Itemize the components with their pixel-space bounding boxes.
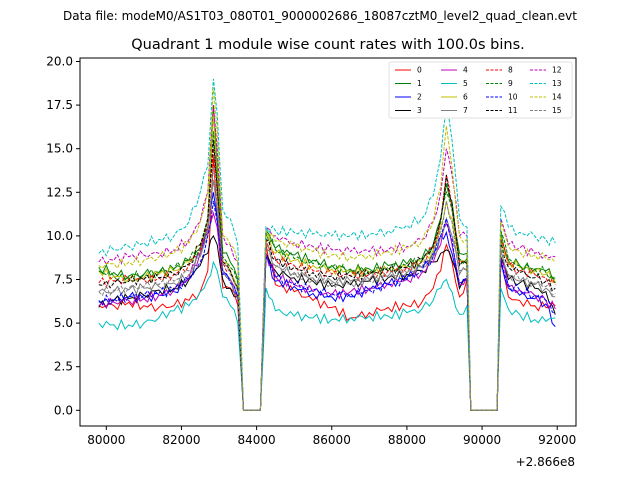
x-offset-label: +2.866e8 bbox=[516, 455, 575, 469]
y-tick-label: 0.0 bbox=[54, 403, 73, 417]
x-tick-label: 92000 bbox=[538, 433, 576, 447]
series-lines bbox=[98, 78, 556, 411]
legend-label-13: 13 bbox=[552, 79, 562, 88]
legend-label-3: 3 bbox=[417, 106, 422, 115]
legend-label-15: 15 bbox=[552, 106, 562, 115]
legend-label-1: 1 bbox=[417, 79, 422, 88]
plot-frame bbox=[79, 57, 577, 427]
y-tick-label: 5.0 bbox=[54, 316, 73, 330]
legend-label-6: 6 bbox=[463, 93, 468, 102]
y-tick-label: 17.5 bbox=[46, 98, 73, 112]
x-axis: 80000 82000 84000 86000 88000 90000 92000 bbox=[87, 426, 576, 447]
y-tick-label: 2.5 bbox=[54, 360, 73, 374]
legend-label-12: 12 bbox=[552, 66, 562, 75]
legend-label-7: 7 bbox=[463, 106, 468, 115]
legend-label-5: 5 bbox=[463, 79, 468, 88]
y-tick-label: 15.0 bbox=[46, 142, 73, 156]
legend-label-2: 2 bbox=[417, 93, 422, 102]
y-tick-label: 12.5 bbox=[46, 185, 73, 199]
chart-title: Quadrant 1 module wise count rates with … bbox=[131, 37, 525, 53]
legend-frame bbox=[388, 61, 573, 119]
y-tick-label: 20.0 bbox=[46, 54, 73, 68]
legend-label-14: 14 bbox=[552, 93, 562, 102]
x-tick-label: 86000 bbox=[313, 433, 351, 447]
legend-label-10: 10 bbox=[508, 93, 518, 102]
x-tick-label: 80000 bbox=[87, 433, 125, 447]
plot-area bbox=[80, 58, 576, 426]
legend-label-0: 0 bbox=[417, 66, 422, 75]
x-tick-label: 88000 bbox=[388, 433, 426, 447]
supertitle: Data file: modeM0/AS1T03_080T01_90000026… bbox=[63, 9, 577, 23]
y-tick-label: 10.0 bbox=[46, 229, 73, 243]
legend-label-11: 11 bbox=[508, 106, 518, 115]
x-tick-label: 84000 bbox=[238, 433, 276, 447]
legend-label-9: 9 bbox=[508, 79, 513, 88]
y-axis: 0.0 2.5 5.0 7.5 10.0 12.5 15.0 17.5 20.0 bbox=[46, 54, 80, 417]
legend-label-4: 4 bbox=[463, 66, 468, 75]
y-tick-label: 7.5 bbox=[54, 272, 73, 286]
x-tick-label: 90000 bbox=[463, 433, 501, 447]
x-tick-label: 82000 bbox=[162, 433, 200, 447]
series-line-15 bbox=[98, 166, 556, 411]
legend-label-8: 8 bbox=[508, 66, 513, 75]
